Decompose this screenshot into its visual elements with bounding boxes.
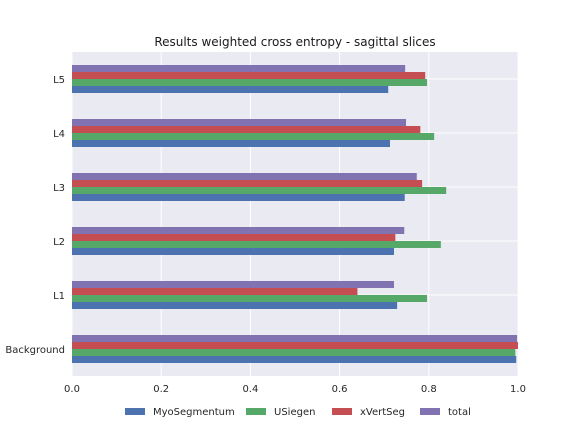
legend-label: USiegen [274,407,315,418]
x-tick-label: 0.2 [153,384,169,395]
bar-MyoSegmentum-Background [72,356,517,363]
bar-xVertSeg-Background [72,342,518,349]
y-tick-label: L5 [53,75,65,86]
bar-MyoSegmentum-L3 [72,194,405,201]
bar-xVertSeg-L1 [72,288,358,295]
bars [72,65,518,363]
bar-MyoSegmentum-L2 [72,248,395,255]
bar-xVertSeg-L3 [72,180,423,187]
legend-label: total [448,407,471,418]
bar-USiegen-L5 [72,79,428,86]
legend-swatch [420,408,440,415]
chart-title: Results weighted cross entropy - sagitta… [154,35,435,49]
bar-xVertSeg-L2 [72,234,396,241]
x-tick-label: 1.0 [510,384,526,395]
x-tick-label: 0.0 [64,384,80,395]
y-tick-label: L2 [53,237,65,248]
legend-swatch [332,408,352,415]
bar-USiegen-L2 [72,241,441,248]
legend: MyoSegmentum USiegen xVertSeg total [125,407,471,418]
y-tick-label: L1 [53,291,65,302]
y-tick-label: L4 [53,129,65,140]
y-tick-label: Background [5,345,65,356]
bar-total-Background [72,335,518,342]
legend-label: xVertSeg [360,407,405,418]
bar-total-L5 [72,65,406,72]
legend-swatch [125,408,145,415]
bar-USiegen-L4 [72,133,435,140]
y-tick-labels: Background L1 L2 L3 L4 L5 [5,75,65,356]
bar-total-L1 [72,281,395,288]
bar-MyoSegmentum-L4 [72,140,390,147]
bar-xVertSeg-L4 [72,126,421,133]
y-tick-label: L3 [53,183,65,194]
legend-swatch [246,408,266,415]
x-tick-label: 0.4 [242,384,258,395]
bar-USiegen-L3 [72,187,447,194]
bar-total-L2 [72,227,405,234]
legend-label: MyoSegmentum [153,407,235,418]
bar-USiegen-Background [72,349,516,356]
x-tick-label: 0.8 [421,384,437,395]
bar-total-L4 [72,119,407,126]
bar-MyoSegmentum-L5 [72,86,389,93]
x-tick-label: 0.6 [332,384,348,395]
plot-background [72,52,518,376]
bar-MyoSegmentum-L1 [72,302,398,309]
bar-total-L3 [72,173,417,180]
bar-xVertSeg-L5 [72,72,426,79]
x-tick-labels: 0.0 0.2 0.4 0.6 0.8 1.0 [64,384,526,395]
bar-USiegen-L1 [72,295,428,302]
